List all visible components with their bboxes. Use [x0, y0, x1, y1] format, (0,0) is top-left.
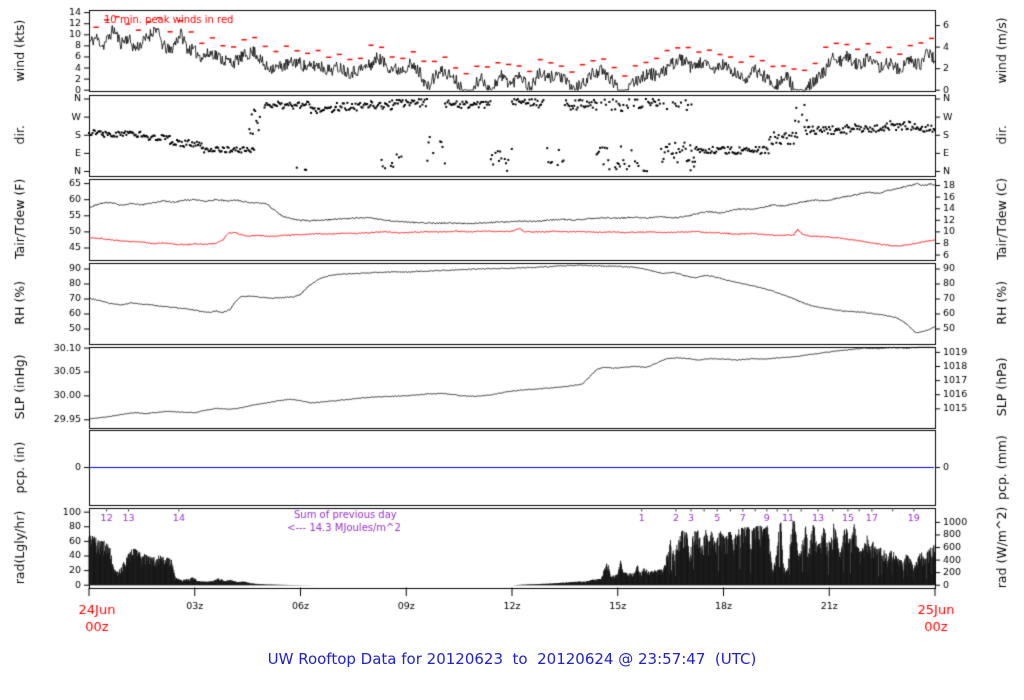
plot-title: UW Rooftop Data for 20120623 to 20120624…: [267, 650, 757, 668]
